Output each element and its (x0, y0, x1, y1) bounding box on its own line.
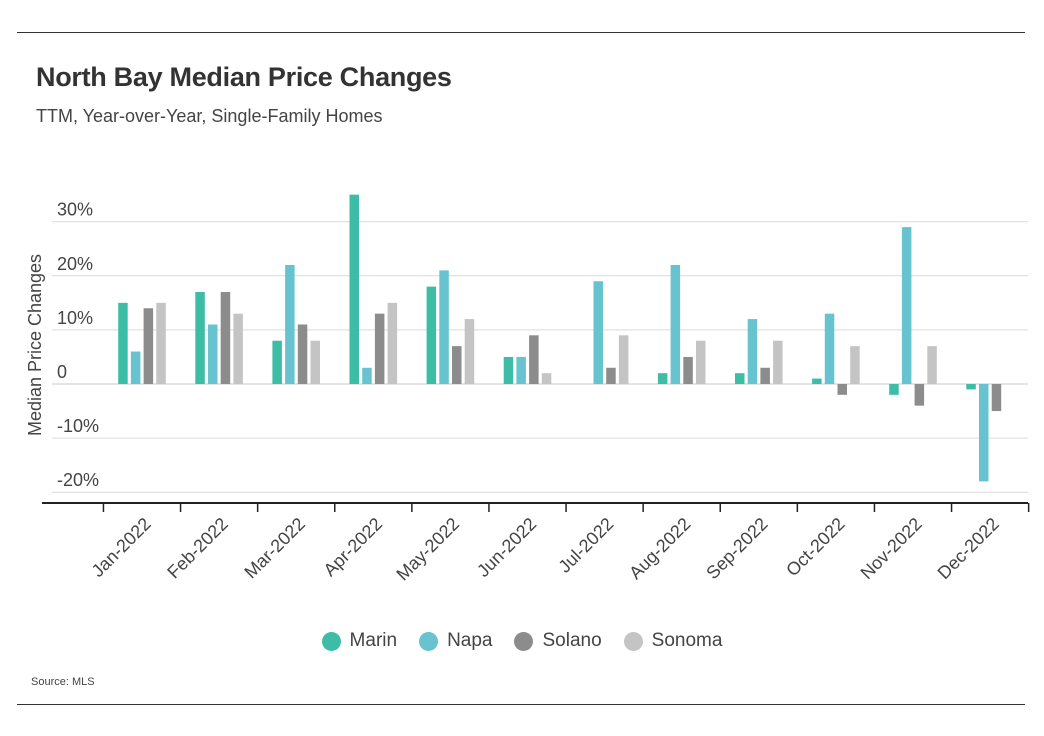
y-tick-label: -10% (57, 416, 99, 436)
legend-label: Sonoma (651, 630, 723, 651)
legend-label: Solano (542, 630, 602, 651)
bar-sonoma (696, 340, 706, 384)
bar-solano (683, 356, 693, 384)
legend-label: Marin (349, 630, 398, 651)
bar-sonoma (310, 340, 320, 384)
bar-napa (362, 367, 372, 384)
bar-napa (516, 356, 526, 384)
bar-sonoma (773, 340, 783, 384)
x-tick-label: Nov-2022 (856, 514, 925, 583)
bar-napa (208, 324, 218, 384)
bar-solano (220, 292, 231, 384)
x-tick-label: Oct-2022 (782, 514, 849, 581)
y-tick-label: 0 (57, 362, 67, 382)
legend-swatch (419, 631, 439, 651)
x-tick-label: Apr-2022 (320, 514, 387, 581)
x-tick-label: Jan-2022 (88, 514, 155, 581)
bar-sonoma (541, 373, 552, 384)
bar-sonoma (927, 346, 937, 384)
bar-sonoma (156, 302, 166, 384)
y-tick-label: 30% (57, 200, 93, 220)
x-tick-label: Sep-2022 (702, 514, 771, 583)
bar-napa (439, 270, 449, 384)
bar-solano (914, 384, 925, 406)
bar-sonoma (850, 346, 860, 384)
y-tick-label: 10% (57, 308, 93, 328)
bar-sonoma (387, 302, 398, 384)
x-tick-label: May-2022 (392, 514, 463, 585)
bar-napa (824, 313, 835, 384)
bar-marin (812, 378, 822, 384)
top-rule (17, 32, 1025, 33)
x-tick-label: Aug-2022 (625, 514, 694, 583)
x-tick-label: Jun-2022 (473, 514, 540, 581)
bar-marin (966, 384, 976, 390)
bar-marin (349, 194, 359, 384)
legend-item-napa: Napa (419, 630, 492, 652)
bottom-rule (17, 704, 1025, 705)
y-axis-label: Median Price Changes (25, 254, 45, 436)
bar-solano (760, 367, 770, 384)
bar-solano (606, 367, 616, 384)
source-note: Source: MLS (31, 676, 95, 688)
bar-sonoma (464, 319, 475, 384)
bar-marin (657, 373, 668, 384)
bar-solano (452, 346, 462, 384)
bar-solano (374, 313, 385, 384)
bar-napa (901, 227, 912, 384)
x-tick-label: Jul-2022 (554, 514, 617, 577)
bar-sonoma (618, 335, 629, 384)
legend-item-sonoma: Sonoma (623, 630, 723, 652)
legend-swatch (623, 631, 643, 651)
chart-title: North Bay Median Price Changes (36, 62, 452, 92)
x-tick-label: Feb-2022 (163, 514, 232, 583)
bar-marin (426, 286, 437, 384)
bar-sonoma (233, 313, 243, 384)
bar-solano (991, 384, 1002, 412)
bar-napa (747, 319, 758, 384)
chart-subtitle: TTM, Year-over-Year, Single-Family Homes (36, 106, 383, 126)
legend-swatch (321, 631, 341, 651)
bar-solano (529, 335, 539, 384)
y-tick-label: 20% (57, 254, 93, 274)
x-tick-label: Mar-2022 (240, 514, 309, 583)
y-tick-label: -20% (57, 470, 99, 490)
legend-swatch (514, 631, 534, 651)
bar-marin (195, 292, 205, 384)
bar-napa (593, 281, 603, 384)
legend-item-marin: Marin (321, 630, 398, 652)
x-tick-label: Dec-2022 (934, 514, 1003, 583)
bar-napa (979, 384, 989, 482)
legend-label: Napa (447, 630, 493, 651)
bar-marin (118, 302, 128, 384)
bar-solano (297, 324, 308, 384)
chart-legend: Marin Napa Solano Sonoma (0, 630, 1044, 652)
legend-item-solano: Solano (514, 630, 602, 652)
bar-marin (272, 340, 282, 384)
bar-napa (285, 264, 295, 384)
bar-marin (503, 356, 514, 384)
bar-napa (670, 264, 681, 384)
bar-napa (130, 351, 141, 384)
bar-solano (143, 308, 154, 384)
bar-solano (837, 384, 847, 395)
bar-marin (735, 373, 745, 384)
bar-marin (889, 384, 899, 395)
